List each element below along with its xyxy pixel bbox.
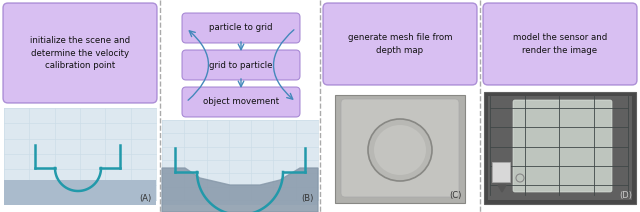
- FancyBboxPatch shape: [483, 3, 637, 85]
- Text: (D): (D): [619, 191, 632, 200]
- Text: particle to grid: particle to grid: [209, 24, 273, 32]
- FancyBboxPatch shape: [182, 50, 300, 80]
- FancyBboxPatch shape: [182, 13, 300, 43]
- Polygon shape: [162, 168, 318, 212]
- FancyBboxPatch shape: [182, 87, 300, 117]
- Ellipse shape: [368, 119, 432, 181]
- Bar: [4, 180, 156, 205]
- Bar: [492, 162, 510, 182]
- Bar: [488, 96, 632, 200]
- Bar: [484, 92, 636, 204]
- Text: grid to particle: grid to particle: [209, 60, 273, 70]
- Text: generate mesh file from
depth map: generate mesh file from depth map: [348, 33, 452, 55]
- Bar: [335, 95, 465, 203]
- FancyBboxPatch shape: [323, 3, 477, 85]
- Text: object movement: object movement: [203, 98, 279, 106]
- Text: (B): (B): [301, 194, 314, 203]
- FancyBboxPatch shape: [3, 3, 157, 103]
- Bar: [162, 120, 318, 205]
- FancyBboxPatch shape: [341, 99, 459, 197]
- Text: model the sensor and
render the image: model the sensor and render the image: [513, 33, 607, 55]
- FancyBboxPatch shape: [513, 100, 612, 192]
- Ellipse shape: [374, 125, 426, 175]
- Text: initialize the scene and
determine the velocity
calibration point: initialize the scene and determine the v…: [30, 36, 130, 70]
- Bar: [4, 108, 156, 205]
- Polygon shape: [498, 185, 506, 192]
- Text: (C): (C): [450, 191, 462, 200]
- Text: (A): (A): [140, 194, 152, 203]
